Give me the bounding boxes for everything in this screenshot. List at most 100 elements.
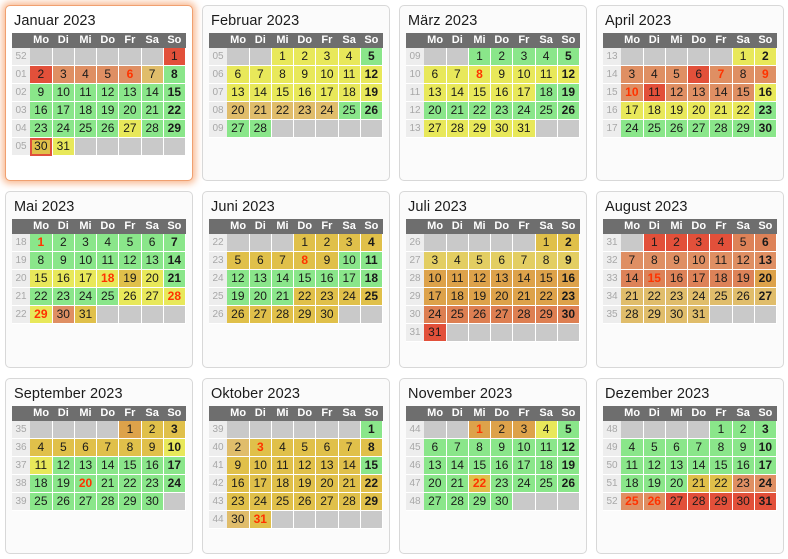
day-cell[interactable]: 3 (621, 65, 644, 84)
day-cell[interactable]: 18 (709, 269, 733, 289)
day-cell[interactable]: 9 (227, 456, 250, 475)
day-cell[interactable]: 9 (557, 251, 581, 271)
day-cell[interactable]: 11 (30, 456, 53, 475)
day-cell[interactable]: 25 (709, 287, 733, 307)
day-cell[interactable]: 12 (732, 251, 755, 271)
day-cell[interactable]: 25 (643, 119, 666, 138)
day-cell[interactable]: 16 (227, 474, 250, 493)
day-cell[interactable]: 31 (424, 323, 447, 343)
day-cell[interactable]: 16 (52, 269, 75, 289)
day-cell[interactable]: 12 (360, 65, 384, 84)
day-cell[interactable]: 23 (52, 287, 75, 307)
day-cell[interactable]: 26 (360, 101, 384, 120)
day-cell[interactable]: 13 (490, 269, 514, 289)
day-cell[interactable]: 13 (249, 269, 272, 289)
day-cell[interactable]: 20 (665, 474, 689, 493)
day-cell[interactable]: 10 (315, 65, 339, 84)
day-cell[interactable]: 4 (271, 438, 295, 457)
day-cell[interactable]: 19 (557, 83, 581, 102)
day-cell[interactable]: 2 (732, 420, 755, 439)
day-cell-today[interactable]: 30 (30, 137, 53, 156)
day-cell[interactable]: 3 (249, 438, 272, 457)
month-card[interactable]: November 2023 Mo Di Mi Do Fr Sa So 44 1 2 3 4 5 45 6 7 8 9… (399, 377, 587, 554)
day-cell[interactable]: 9 (315, 251, 339, 271)
day-cell[interactable]: 10 (338, 251, 361, 271)
day-cell[interactable]: 17 (754, 456, 778, 475)
day-cell[interactable]: 4 (338, 48, 361, 66)
day-cell[interactable]: 26 (96, 119, 120, 138)
day-cell[interactable]: 10 (74, 251, 98, 271)
day-cell[interactable]: 28 (446, 492, 469, 511)
day-cell[interactable]: 5 (557, 48, 581, 66)
day-cell[interactable]: 10 (687, 251, 711, 271)
day-cell[interactable]: 29 (360, 492, 384, 511)
day-cell[interactable]: 5 (96, 65, 120, 84)
day-cell[interactable]: 3 (315, 48, 339, 66)
day-cell[interactable]: 6 (754, 234, 778, 253)
day-cell[interactable]: 6 (490, 251, 514, 271)
day-cell[interactable]: 8 (535, 251, 558, 271)
day-cell[interactable]: 13 (754, 251, 778, 271)
day-cell[interactable]: 10 (512, 438, 536, 457)
day-cell[interactable]: 14 (141, 83, 164, 102)
day-cell[interactable]: 14 (512, 269, 536, 289)
day-cell[interactable]: 29 (293, 305, 317, 325)
day-cell[interactable]: 3 (687, 234, 711, 253)
day-cell[interactable]: 27 (74, 492, 98, 511)
day-cell[interactable]: 13 (424, 83, 447, 102)
day-cell[interactable]: 22 (163, 101, 187, 120)
day-cell[interactable]: 1 (118, 420, 142, 439)
day-cell[interactable]: 5 (118, 234, 142, 253)
day-cell[interactable]: 28 (96, 492, 120, 511)
day-cell[interactable]: 27 (490, 305, 514, 325)
day-cell[interactable]: 19 (227, 287, 250, 307)
day-cell[interactable]: 1 (709, 420, 733, 439)
day-cell[interactable]: 24 (163, 474, 187, 493)
day-cell[interactable]: 4 (30, 438, 53, 457)
day-cell[interactable]: 27 (424, 492, 447, 511)
day-cell[interactable]: 8 (468, 438, 492, 457)
day-cell[interactable]: 5 (665, 65, 689, 84)
day-cell[interactable]: 7 (446, 438, 469, 457)
day-cell[interactable]: 28 (621, 305, 644, 325)
day-cell[interactable]: 27 (687, 119, 711, 138)
day-cell[interactable]: 12 (96, 83, 120, 102)
day-cell[interactable]: 9 (30, 83, 53, 102)
day-cell[interactable]: 26 (665, 119, 689, 138)
day-cell[interactable]: 7 (163, 234, 187, 253)
day-cell[interactable]: 20 (118, 101, 142, 120)
month-card[interactable]: Februar 2023 Mo Di Mi Do Fr Sa So 05 1 2 3 4 5 06 6 7 8 9 1… (202, 5, 390, 182)
day-cell[interactable]: 9 (52, 251, 75, 271)
day-cell[interactable]: 29 (468, 492, 492, 511)
day-cell[interactable]: 27 (665, 492, 689, 511)
day-cell[interactable]: 1 (163, 48, 187, 66)
day-cell[interactable]: 8 (163, 65, 187, 84)
month-card[interactable]: März 2023 Mo Di Mi Do Fr Sa So 09 1 2 3 4 5 10 6 7 8 9 10 11… (399, 5, 587, 182)
day-cell[interactable]: 23 (732, 474, 755, 493)
day-cell[interactable]: 22 (468, 474, 492, 493)
day-cell[interactable]: 17 (74, 269, 98, 289)
day-cell[interactable]: 21 (687, 474, 711, 493)
day-cell[interactable]: 9 (754, 65, 778, 84)
day-cell[interactable]: 19 (293, 474, 317, 493)
day-cell[interactable]: 1 (293, 234, 317, 253)
day-cell[interactable]: 6 (687, 65, 711, 84)
day-cell[interactable]: 17 (424, 287, 447, 307)
day-cell[interactable]: 29 (535, 305, 558, 325)
day-cell[interactable]: 10 (163, 438, 187, 457)
day-cell[interactable]: 17 (249, 474, 272, 493)
day-cell[interactable]: 5 (557, 420, 581, 439)
day-cell[interactable]: 29 (163, 119, 187, 138)
day-cell[interactable]: 12 (118, 251, 142, 271)
day-cell[interactable]: 7 (687, 438, 711, 457)
day-cell[interactable]: 1 (535, 234, 558, 253)
day-cell[interactable]: 12 (293, 456, 317, 475)
day-cell[interactable]: 25 (446, 305, 469, 325)
day-cell[interactable]: 14 (271, 269, 295, 289)
day-cell[interactable]: 19 (360, 83, 384, 102)
day-cell[interactable]: 28 (512, 305, 536, 325)
day-cell[interactable]: 22 (643, 287, 666, 307)
day-cell[interactable]: 17 (338, 269, 361, 289)
day-cell[interactable]: 14 (621, 269, 644, 289)
day-cell[interactable]: 22 (293, 287, 317, 307)
